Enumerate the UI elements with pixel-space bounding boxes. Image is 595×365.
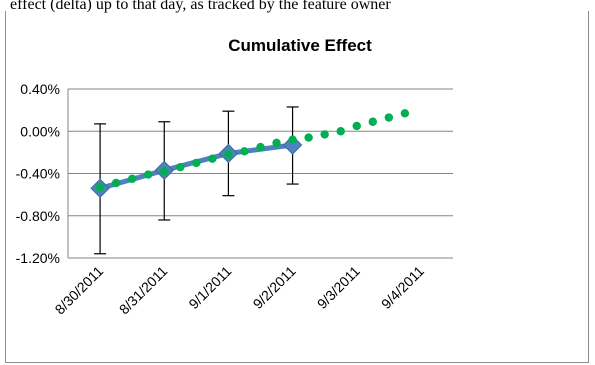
series-2-dot (95, 183, 105, 192)
series-2-dot (224, 150, 233, 159)
series-2-dot (208, 154, 217, 163)
series-2-dot (192, 158, 201, 168)
series-2-dot (144, 170, 153, 179)
series-2-dot (336, 127, 345, 136)
series-2-dot (127, 174, 137, 183)
series-2-dot (368, 117, 377, 126)
series-2-dot (400, 109, 410, 118)
y-axis-tick-labels: 0.40% 0.00% -0.40% -0.80% -1.20% (16, 81, 60, 266)
chart-frame (5, 11, 589, 363)
x-tick-label: 8/30/2011 (52, 263, 107, 318)
chart-title: Cumulative Effect (228, 36, 372, 55)
series-2-dot (384, 113, 394, 122)
series-2-dot (111, 178, 121, 188)
series-2-dot (272, 138, 281, 148)
x-tick-label: 9/3/2011 (314, 263, 363, 312)
series-2-dot (176, 162, 185, 172)
series-2-dot (352, 121, 361, 131)
series-2-dot (304, 133, 313, 142)
x-tick-label: 9/2/2011 (250, 263, 299, 312)
series-1-diamond-marker (282, 135, 303, 155)
y-tick-label: -0.40% (16, 166, 60, 182)
series-2-dot (240, 147, 249, 156)
y-tick-label: -1.20% (16, 250, 60, 266)
y-tick-label: -0.80% (16, 208, 60, 224)
series-2-trend (95, 109, 410, 192)
series-2-dot (160, 167, 169, 176)
x-tick-label: 9/4/2011 (378, 263, 427, 312)
x-axis-tick-labels: 8/30/2011 8/31/2011 9/1/2011 9/2/2011 9/3/20… (52, 263, 428, 318)
series-2-dot (288, 135, 297, 144)
x-tick-label: 8/31/2011 (116, 263, 171, 318)
y-tick-label: 0.40% (20, 81, 60, 97)
y-tick-label: 0.00% (20, 123, 60, 139)
gridlines (67, 88, 453, 259)
series-2-dot (256, 142, 265, 152)
x-tick-label: 9/1/2011 (185, 263, 234, 312)
top-caption: effect (delta) up to that day, as tracke… (10, 0, 391, 13)
series-2-dot (320, 130, 329, 139)
